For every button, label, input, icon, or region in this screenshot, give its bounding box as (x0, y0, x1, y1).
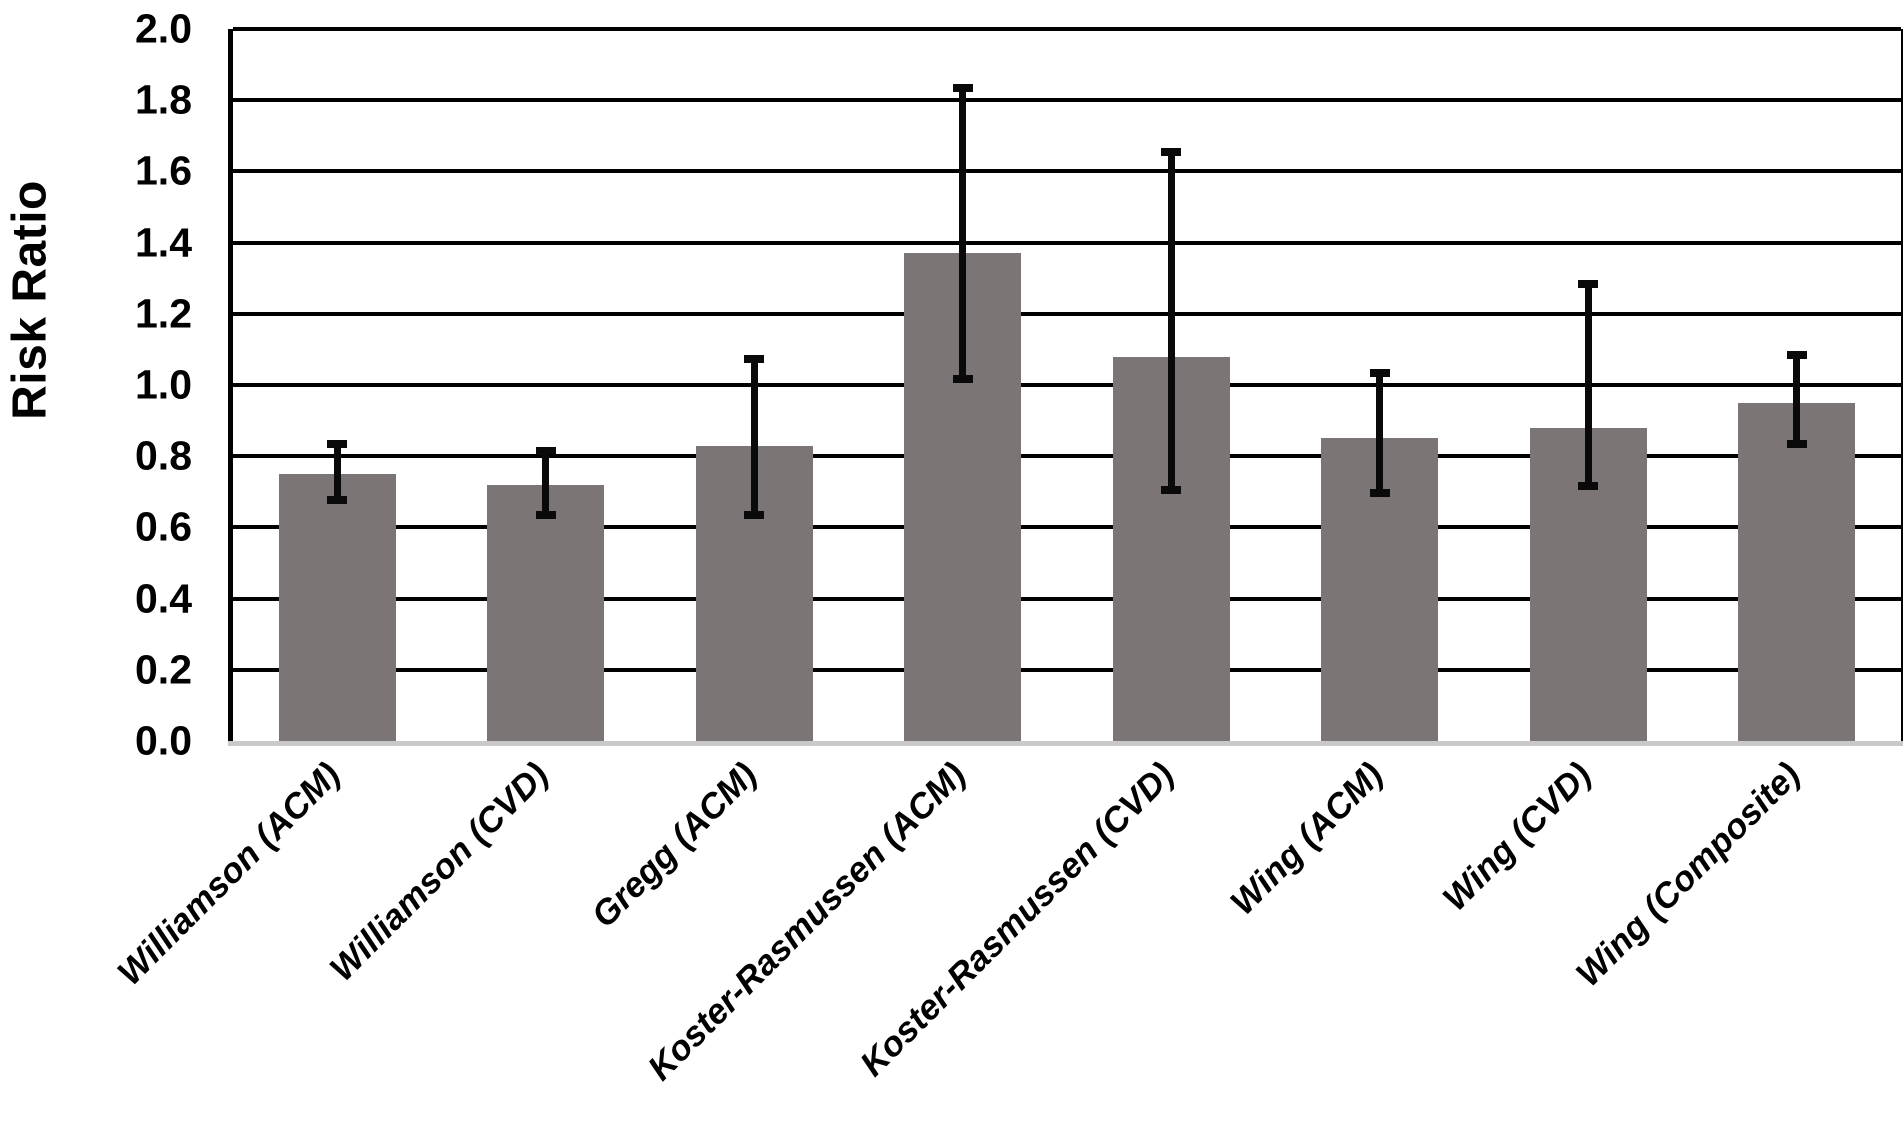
error-bar-line-6 (1376, 370, 1384, 496)
gridline-0.8 (233, 454, 1901, 459)
error-bar-line-7 (1584, 281, 1592, 489)
error-bar-cap-top-1 (327, 439, 348, 448)
x-category-label-2: Williamson (CVD) (322, 755, 557, 989)
y-tick-label-1.8: 1.8 (135, 76, 192, 123)
gridline-0.6 (233, 525, 1901, 530)
plot-area (228, 27, 1903, 746)
y-tick-label-0.6: 0.6 (135, 503, 192, 550)
error-bar-cap-top-5 (1161, 148, 1182, 157)
error-bar-cap-bottom-7 (1578, 482, 1599, 491)
x-category-label-3: Gregg (ACM) (584, 755, 765, 936)
y-tick-label-1.6: 1.6 (135, 147, 192, 194)
error-bar-cap-top-6 (1369, 368, 1390, 377)
error-bar-cap-top-7 (1578, 279, 1599, 288)
x-axis-baseline (228, 741, 1903, 746)
bar-8 (1738, 402, 1856, 741)
y-tick-label-1.0: 1.0 (135, 361, 192, 408)
error-bar-cap-bottom-8 (1786, 439, 1807, 448)
error-bar-cap-bottom-1 (327, 496, 348, 505)
error-bar-line-1 (333, 441, 341, 503)
error-bar-cap-top-2 (535, 447, 556, 456)
error-bar-cap-bottom-6 (1369, 489, 1390, 498)
x-category-label-8: Wing (Composite) (1568, 755, 1808, 995)
y-tick-label-0.8: 0.8 (135, 432, 192, 479)
y-tick-label-2.0: 2.0 (135, 5, 192, 52)
error-bar-cap-top-4 (952, 83, 973, 92)
gridline-1.6 (233, 169, 1901, 174)
error-bar-line-8 (1793, 352, 1801, 446)
y-tick-label-0.0: 0.0 (135, 717, 192, 764)
gridline-2.0 (233, 27, 1901, 31)
error-bar-line-4 (959, 85, 967, 382)
gridline-1.8 (233, 98, 1901, 103)
gridline-1.2 (233, 311, 1901, 316)
bar-2 (487, 484, 605, 741)
y-tick-label-0.4: 0.4 (135, 575, 192, 622)
error-bar-line-5 (1167, 150, 1175, 492)
error-bar-line-2 (542, 449, 550, 517)
error-bar-cap-top-8 (1786, 350, 1807, 359)
gridline-1.0 (233, 383, 1901, 387)
x-category-label-6: Wing (ACM) (1222, 755, 1391, 923)
y-tick-label-1.4: 1.4 (135, 219, 192, 266)
error-bar-cap-bottom-5 (1161, 485, 1182, 494)
gridline-0.4 (233, 596, 1901, 601)
y-axis-title: Risk Ratio (3, 180, 57, 420)
x-category-label-7: Wing (CVD) (1435, 755, 1599, 919)
error-bar-cap-bottom-4 (952, 375, 973, 384)
gridline-1.4 (233, 240, 1901, 245)
gridline-0.2 (233, 667, 1901, 672)
y-tick-label-1.2: 1.2 (135, 290, 192, 337)
error-bar-line-3 (750, 356, 758, 517)
error-bar-cap-bottom-2 (535, 510, 556, 519)
y-tick-label-0.2: 0.2 (135, 646, 192, 693)
bar-1 (278, 474, 396, 741)
error-bar-cap-top-3 (744, 354, 765, 363)
x-category-label-1: Williamson (ACM) (110, 755, 348, 993)
error-bar-cap-bottom-3 (744, 510, 765, 519)
